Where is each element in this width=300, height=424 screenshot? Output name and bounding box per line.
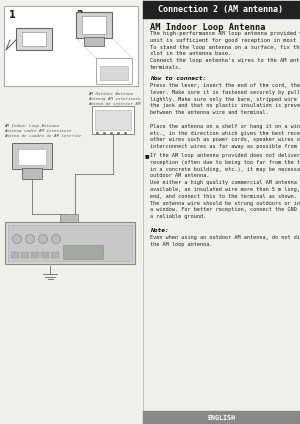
Bar (16, 28, 52, 50)
Text: interconnect wires as far away as possible from the antenna.: interconnect wires as far away as possib… (150, 144, 300, 149)
Bar (60, 214, 78, 222)
Text: Even when using an outdoor AM antenna, do not disconnect: Even when using an outdoor AM antenna, d… (150, 235, 300, 240)
Text: Use either a high quality commercial AM antenna or, if not: Use either a high quality commercial AM … (150, 180, 300, 185)
Text: between the antenna wire and terminal.: between the antenna wire and terminal. (150, 110, 269, 115)
Bar (143, 411, 300, 424)
Text: AM Indoor Loop Antenna: AM Indoor Loop Antenna (4, 124, 59, 128)
Bar (18, 149, 46, 165)
Circle shape (38, 234, 47, 243)
Bar (31, 252, 39, 258)
Text: available, an insulated wire more than 5 m long, strip one: available, an insulated wire more than 5… (150, 187, 300, 192)
Text: unit is sufficient for good reception in most areas.: unit is sufficient for good reception in… (150, 38, 300, 43)
Text: a reliable ground.: a reliable ground. (150, 214, 206, 219)
Bar (143, 1, 300, 18)
Bar (76, 12, 112, 38)
Text: Press the lever, insert the end of the cord, then release the: Press the lever, insert the end of the c… (150, 83, 300, 88)
Text: slot in the antenna base.: slot in the antenna base. (150, 51, 231, 56)
Text: lever. Make sure it is fastened securely by pulling the cord: lever. Make sure it is fastened securely… (150, 90, 300, 95)
Text: Antenna AM exterieure: Antenna AM exterieure (88, 97, 140, 101)
Text: To stand the loop antenna on a surface, fix the claw to the: To stand the loop antenna on a surface, … (150, 45, 300, 50)
Text: the jack and that no plastic insulation is preventing contact: the jack and that no plastic insulation … (150, 103, 300, 109)
Text: reception (often due to being too far from the transmitter or: reception (often due to being too far fr… (150, 160, 300, 165)
Text: The high-performance AM loop antenna provided with this: The high-performance AM loop antenna pro… (150, 31, 300, 36)
Text: ■: ■ (145, 153, 150, 158)
Text: lightly. Make sure only the bare, stripped wire is inserted in: lightly. Make sure only the bare, stripp… (150, 97, 300, 102)
Text: The antenna wire should be strung outdoors or indoors near: The antenna wire should be strung outdoo… (150, 201, 300, 206)
Bar (12, 143, 52, 169)
Text: in a concrete building, etc.), it may be necessary to use an: in a concrete building, etc.), it may be… (150, 167, 300, 172)
Bar (100, 66, 128, 80)
Text: ENGLISH: ENGLISH (207, 415, 235, 421)
Circle shape (52, 234, 61, 243)
Bar (8, 225, 132, 261)
Text: other wires such as power cords, speaker wires or: other wires such as power cords, speaker… (150, 137, 300, 142)
Text: Antena de cuadro de AM interior: Antena de cuadro de AM interior (4, 134, 82, 138)
Text: Antena de interior AM: Antena de interior AM (88, 102, 140, 106)
Bar (22, 32, 46, 46)
Bar (92, 106, 134, 134)
Bar (51, 252, 59, 258)
Circle shape (26, 234, 34, 243)
Bar (84, 37, 104, 46)
Text: If the AM loop antenna provided does not deliver sufficient: If the AM loop antenna provided does not… (150, 153, 300, 158)
Bar (95, 110, 131, 130)
Bar (11, 252, 19, 258)
Text: Connect the loop antenna's wires to the AM antenna: Connect the loop antenna's wires to the … (150, 58, 300, 63)
Bar (63, 245, 103, 259)
Text: a window. For better reception, connect the GND terminal to: a window. For better reception, connect … (150, 207, 300, 212)
Bar (5, 222, 135, 264)
Text: Note:: Note: (150, 228, 169, 233)
Text: Connection 2 (AM antenna): Connection 2 (AM antenna) (158, 5, 284, 14)
Bar (21, 252, 29, 258)
Bar (4, 6, 138, 86)
Text: Place the antenna on a shelf or hang it on a window frame,: Place the antenna on a shelf or hang it … (150, 124, 300, 129)
Bar (41, 252, 49, 258)
Bar (96, 58, 132, 84)
Bar (82, 16, 106, 34)
Text: the AM loop antenna.: the AM loop antenna. (150, 242, 212, 247)
Text: etc., in the direction which gives the best reception. Keep all: etc., in the direction which gives the b… (150, 131, 300, 136)
Circle shape (13, 234, 22, 243)
Text: AM Outdoor Antenna: AM Outdoor Antenna (88, 92, 133, 96)
Text: 2: 2 (76, 10, 83, 20)
Text: outdoor AM antenna.: outdoor AM antenna. (150, 173, 209, 179)
Text: Antenna cadre AM interieure: Antenna cadre AM interieure (4, 129, 71, 133)
Bar (22, 168, 42, 179)
Text: How to connect:: How to connect: (150, 76, 206, 81)
Text: AM Indoor Loop Antenna: AM Indoor Loop Antenna (150, 23, 266, 32)
Text: terminals.: terminals. (150, 65, 182, 70)
Text: end, and connect this to the terminal as shown.: end, and connect this to the terminal as… (150, 194, 297, 199)
Text: 1: 1 (9, 10, 16, 20)
